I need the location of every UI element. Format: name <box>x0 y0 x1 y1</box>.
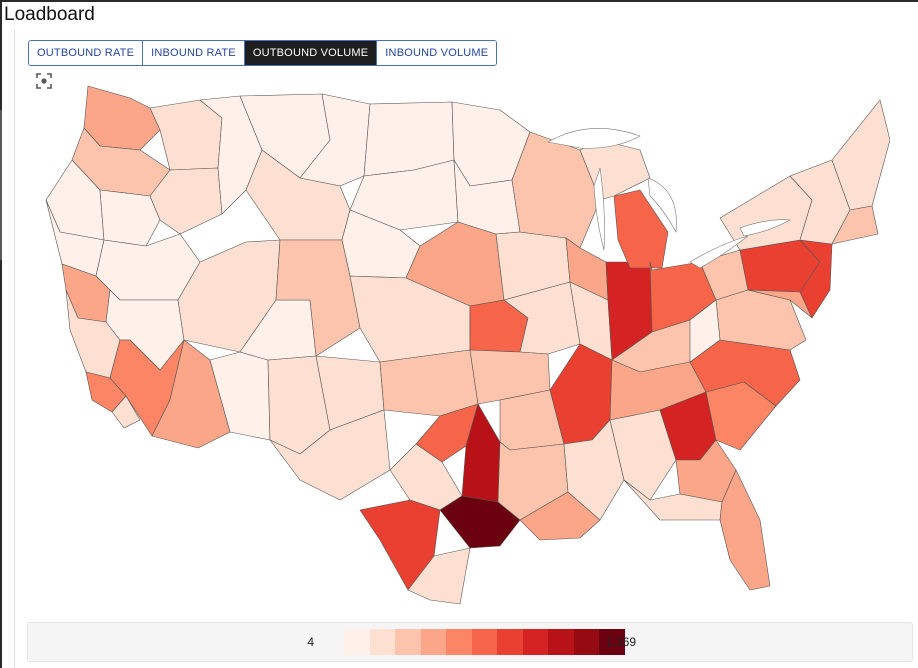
legend-swatch-5 <box>471 629 497 655</box>
legend-swatch-0 <box>344 629 370 655</box>
legend-swatch-4 <box>446 629 472 655</box>
region-ct-ma[interactable] <box>831 205 879 245</box>
legend-swatch-3 <box>420 629 446 655</box>
panel-divider <box>14 30 15 668</box>
region-ca-sd[interactable] <box>111 395 141 429</box>
region-fl[interactable] <box>719 469 771 591</box>
legend-swatch-10 <box>599 629 625 655</box>
legend-swatch-8 <box>548 629 574 655</box>
fit-to-bounds-icon[interactable] <box>35 72 53 90</box>
region-ny-west[interactable] <box>719 175 813 251</box>
region-la-south[interactable] <box>519 491 601 541</box>
color-legend: 4 1,369 <box>27 622 913 662</box>
metric-tab-group: OUTBOUND RATE INBOUND RATE OUTBOUND VOLU… <box>28 40 498 66</box>
lake-erie <box>689 235 749 269</box>
tab-outbound-volume[interactable]: OUTBOUND VOLUME <box>244 41 378 65</box>
region-tx-west[interactable] <box>269 409 391 501</box>
lake-ontario <box>739 219 792 237</box>
lake-superior <box>547 128 641 149</box>
sidebar-edge <box>0 110 2 260</box>
legend-max-label: 1,369 <box>606 635 637 649</box>
window-frame-left <box>0 0 2 668</box>
region-mi[interactable] <box>613 189 669 269</box>
tab-inbound-rate[interactable]: INBOUND RATE <box>143 41 245 65</box>
page-title: Loadboard <box>4 4 95 25</box>
region-tx-north[interactable] <box>379 349 479 417</box>
window-frame-top <box>0 0 918 2</box>
region-al[interactable] <box>609 409 677 501</box>
legend-color-scale <box>344 629 625 655</box>
region-or-central[interactable] <box>99 189 161 247</box>
legend-swatch-6 <box>497 629 523 655</box>
region-wa-east[interactable] <box>149 99 223 171</box>
region-tx-south[interactable] <box>407 547 471 605</box>
lake-michigan <box>593 167 605 251</box>
region-tx-dfw[interactable] <box>415 403 479 463</box>
tab-outbound-rate[interactable]: OUTBOUND RATE <box>29 41 144 65</box>
region-wv[interactable] <box>689 299 721 363</box>
us-choropleth-map <box>30 80 891 610</box>
legend-min-label: 4 <box>307 635 314 649</box>
lake-huron <box>647 177 677 234</box>
tab-inbound-volume[interactable]: INBOUND VOLUME <box>377 41 497 65</box>
region-new-england[interactable] <box>831 99 891 211</box>
legend-swatch-2 <box>395 629 421 655</box>
legend-swatch-1 <box>369 629 395 655</box>
legend-swatch-7 <box>522 629 548 655</box>
legend-swatch-9 <box>573 629 599 655</box>
